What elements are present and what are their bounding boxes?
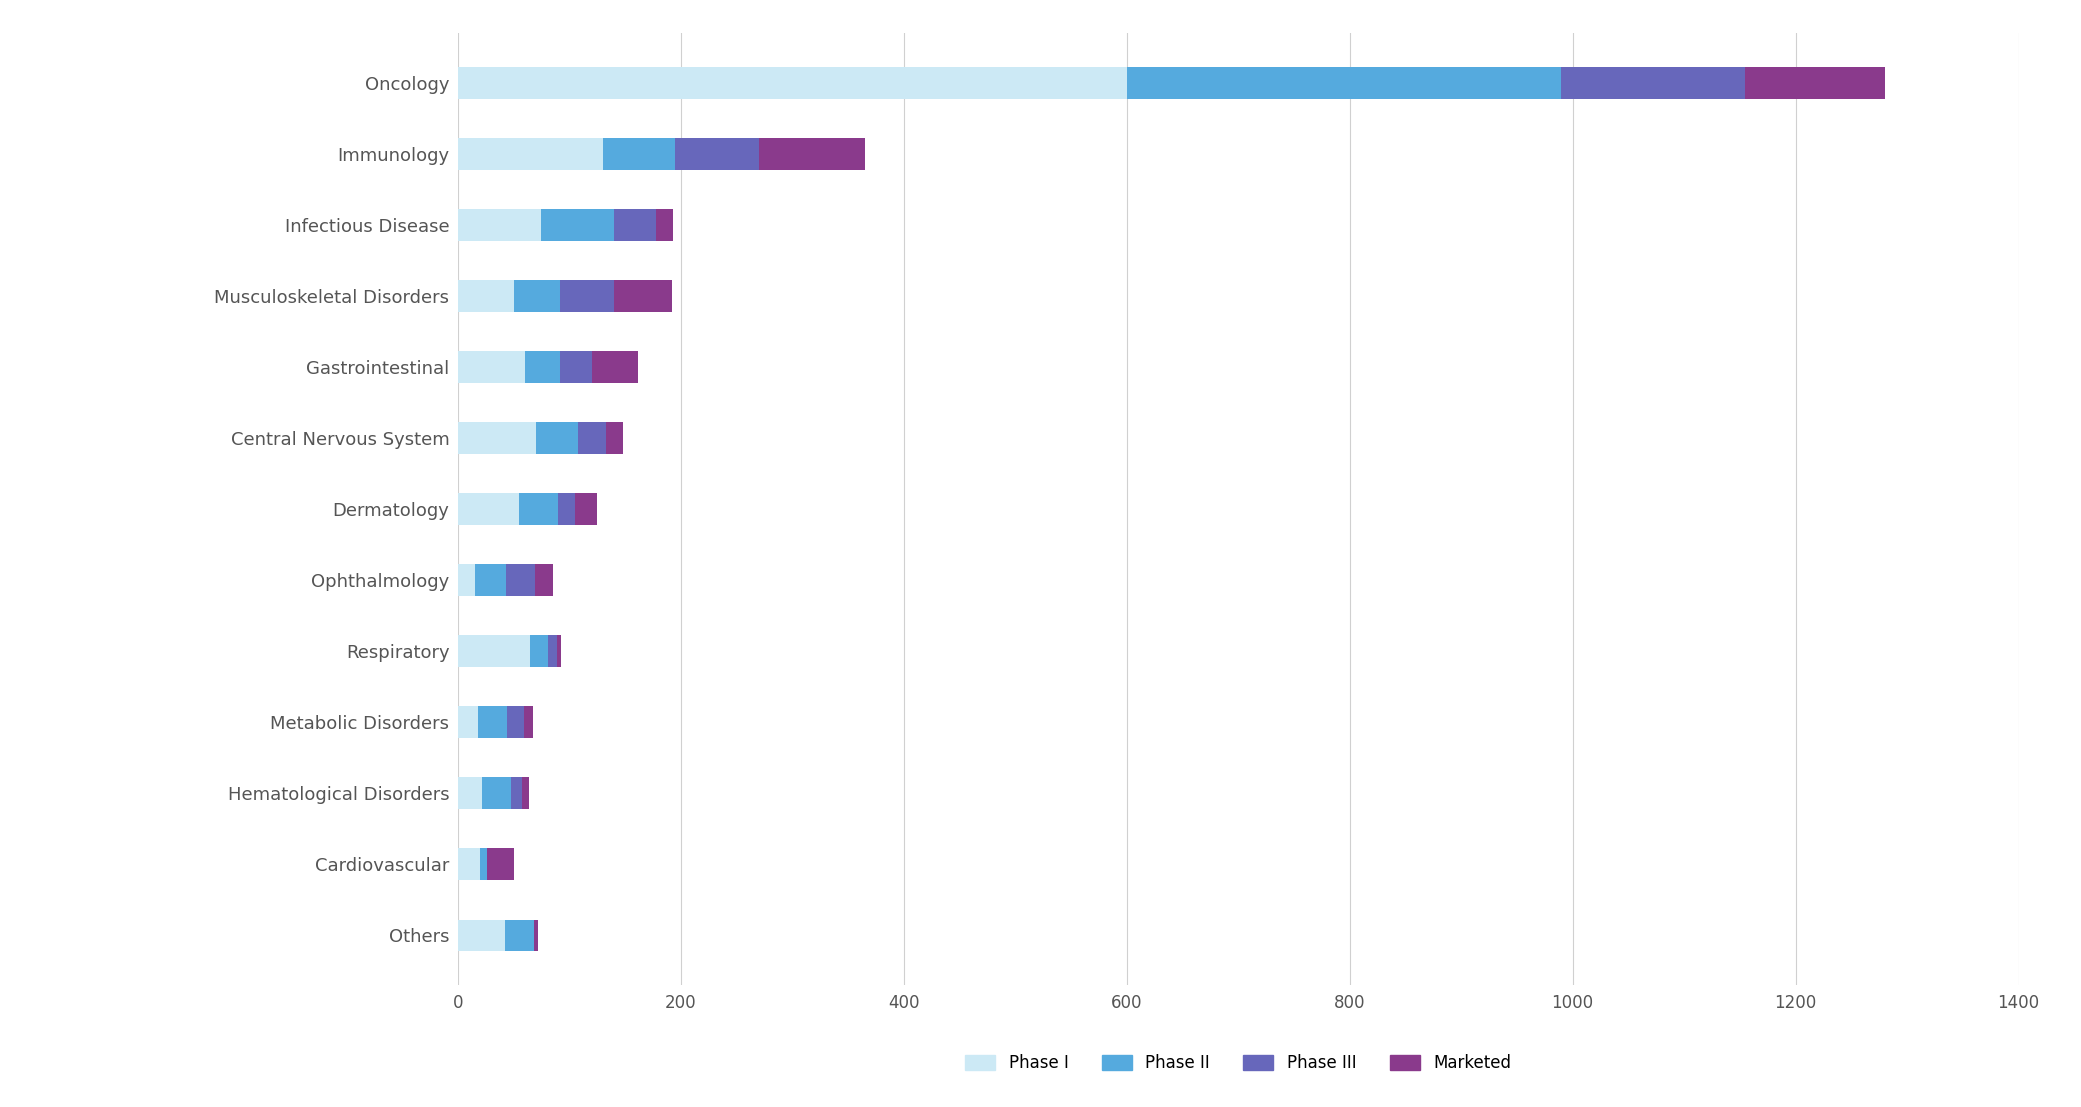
- Bar: [531, 635, 547, 668]
- Bar: [560, 280, 614, 312]
- Bar: [1561, 66, 1746, 99]
- Bar: [458, 777, 483, 809]
- Bar: [458, 635, 531, 668]
- Bar: [458, 280, 514, 312]
- Bar: [1746, 66, 1885, 99]
- Bar: [458, 494, 518, 525]
- Bar: [506, 565, 535, 597]
- Bar: [458, 209, 541, 241]
- Bar: [614, 209, 656, 241]
- Bar: [522, 777, 529, 809]
- Bar: [1126, 66, 1561, 99]
- Bar: [760, 138, 866, 170]
- Bar: [524, 706, 533, 738]
- Bar: [458, 848, 481, 880]
- Bar: [458, 565, 474, 597]
- Bar: [579, 422, 606, 454]
- Bar: [483, 777, 512, 809]
- Bar: [614, 280, 672, 312]
- Legend: Phase I, Phase II, Phase III, Marketed: Phase I, Phase II, Phase III, Marketed: [966, 1054, 1511, 1072]
- Bar: [560, 351, 591, 383]
- Bar: [474, 565, 506, 597]
- Bar: [656, 209, 672, 241]
- Bar: [458, 138, 603, 170]
- Bar: [674, 138, 760, 170]
- Bar: [479, 706, 508, 738]
- Bar: [458, 706, 479, 738]
- Bar: [458, 920, 504, 952]
- Bar: [487, 848, 514, 880]
- Bar: [574, 494, 597, 525]
- Bar: [606, 422, 622, 454]
- Bar: [591, 351, 639, 383]
- Bar: [547, 635, 558, 668]
- Bar: [508, 706, 524, 738]
- Bar: [558, 494, 574, 525]
- Bar: [514, 280, 560, 312]
- Bar: [458, 422, 537, 454]
- Bar: [458, 351, 524, 383]
- Bar: [512, 777, 522, 809]
- Bar: [535, 565, 554, 597]
- Bar: [541, 209, 614, 241]
- Bar: [524, 351, 560, 383]
- Bar: [537, 422, 579, 454]
- Bar: [504, 920, 533, 952]
- Bar: [603, 138, 674, 170]
- Bar: [558, 635, 562, 668]
- Bar: [533, 920, 539, 952]
- Bar: [518, 494, 558, 525]
- Bar: [481, 848, 487, 880]
- Bar: [458, 66, 1126, 99]
